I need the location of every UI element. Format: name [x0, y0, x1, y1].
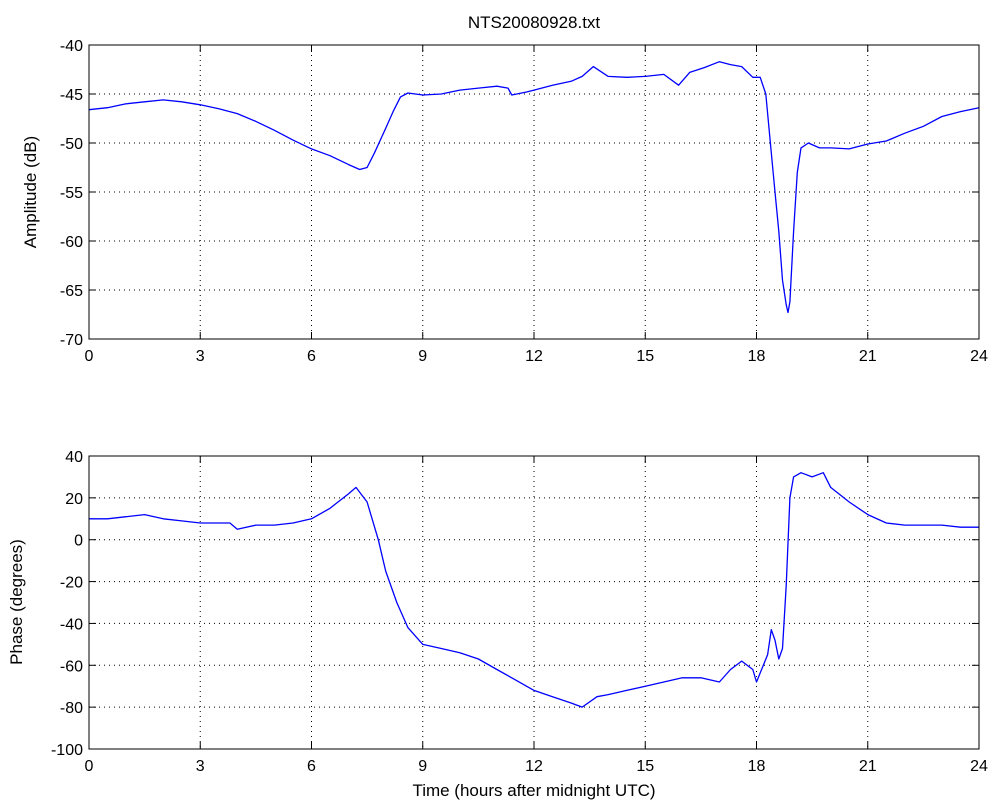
plot2-ytick-label: 40: [65, 449, 83, 466]
plot2-background: [89, 456, 979, 749]
plot2-ytick-label: 0: [74, 533, 83, 550]
plot2-xtick-label: 21: [859, 758, 877, 775]
plot2-xtick-label: 12: [525, 758, 543, 775]
plot1-xtick-label: 6: [307, 348, 316, 365]
plot2-axes-box: [88, 455, 980, 750]
plot2-xtick-label: 3: [196, 758, 205, 775]
plot1-title: NTS20080928.txt: [468, 13, 601, 32]
plot1-xtick-label: 12: [525, 348, 543, 365]
amplitude-plot: 0 3 6 9 12 15 18 21 24 -70 -65 -60 -55 -50 -45 -40: [60, 38, 988, 365]
plot1-xtick-label: 15: [636, 348, 654, 365]
plot2-ytick-label: -80: [60, 700, 83, 717]
plot1-xtick-label: 24: [970, 348, 988, 365]
plot2-xlabel: Time (hours after midnight UTC): [412, 781, 655, 800]
plot2-ytick-label: -20: [60, 575, 83, 592]
plot2-xtick-label: 18: [748, 758, 766, 775]
plot2-xtick-label: 24: [970, 758, 988, 775]
plot1-xtick-label: 9: [418, 348, 427, 365]
plot1-xtick-label: 18: [748, 348, 766, 365]
plot1-xtick-label: 21: [859, 348, 877, 365]
plot1-series-line: [88, 61, 980, 314]
plot2-ylabel: Phase (degrees): [7, 539, 26, 665]
plot1-axes-box: [88, 44, 980, 340]
plot1-ytick-label: -60: [60, 234, 83, 251]
plot2-ytick-label: -100: [51, 742, 83, 759]
plot1-xtick-label: 3: [196, 348, 205, 365]
plot1-ytick-label: -65: [60, 283, 83, 300]
plot1-ytick-label: -40: [60, 38, 83, 55]
plot1-ylabel: Amplitude (dB): [21, 136, 40, 248]
plot1-xtick-label: 0: [85, 348, 94, 365]
plot2-ytick-label: -40: [60, 616, 83, 633]
plot2-ytick-label: 20: [65, 491, 83, 508]
plot1-ytick-label: -45: [60, 87, 83, 104]
plot2-xtick-label: 15: [636, 758, 654, 775]
plot2-xtick-label: 0: [85, 758, 94, 775]
plot2-xtick-label: 9: [418, 758, 427, 775]
plot1-ytick-label: -70: [60, 332, 83, 349]
plot2-ytick-label: -60: [60, 658, 83, 675]
plot1-ytick-label: -55: [60, 185, 83, 202]
plot1-ytick-label: -50: [60, 136, 83, 153]
phase-plot: 0 3 6 9 12 15 18 21 24 -100 -80 -60 -40 -20 0 20 40: [51, 449, 988, 775]
plot2-xtick-label: 6: [307, 758, 316, 775]
plot2-series-line: [89, 472, 979, 708]
